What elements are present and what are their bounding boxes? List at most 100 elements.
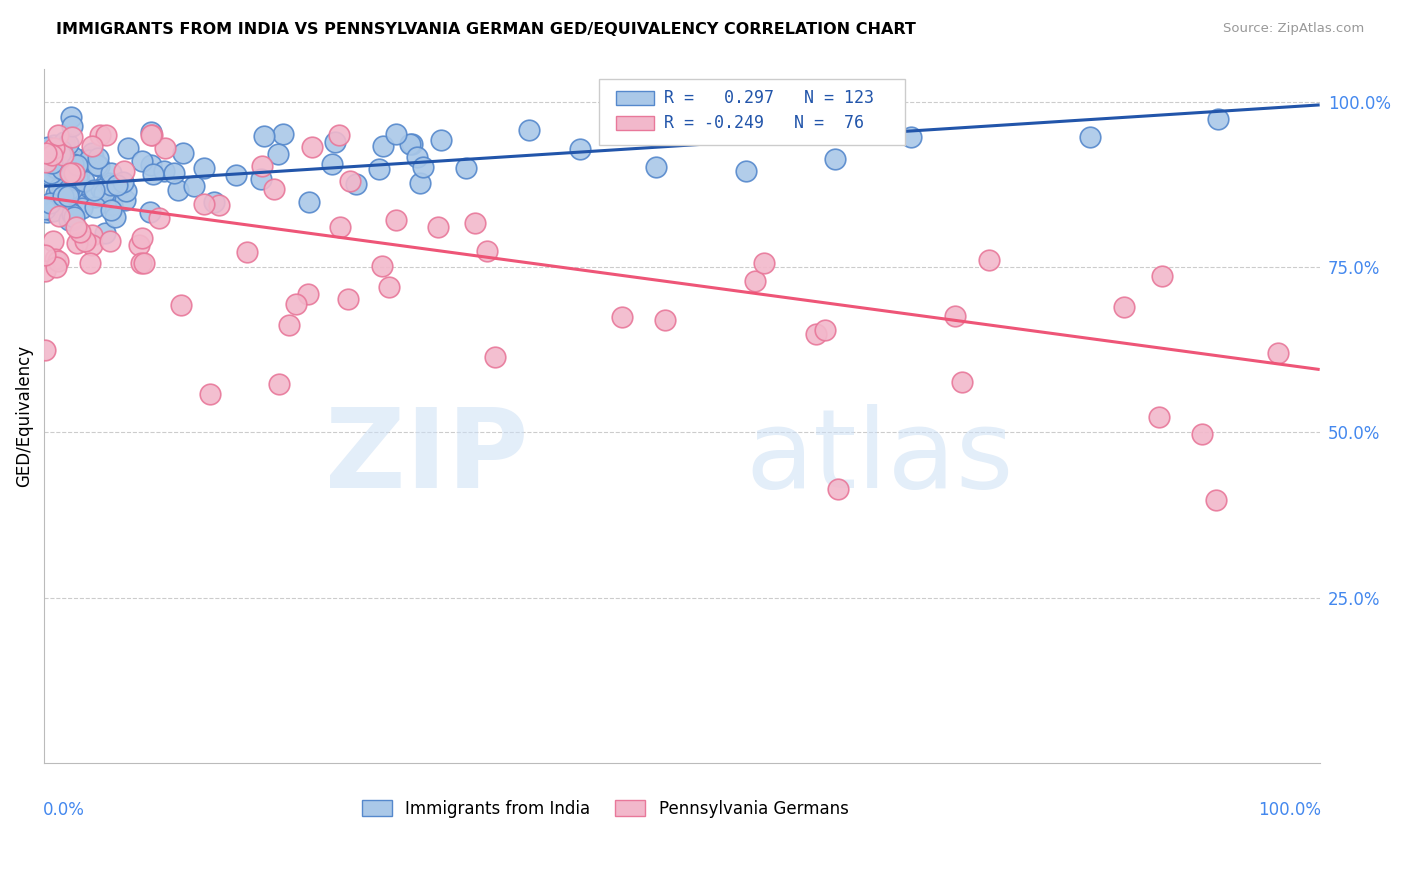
Y-axis label: GED/Equivalency: GED/Equivalency	[15, 345, 32, 487]
Point	[328, 128, 350, 142]
Point	[385, 212, 408, 227]
Point	[378, 280, 401, 294]
Point	[60, 120, 83, 134]
Point	[60, 212, 83, 227]
Point	[610, 310, 633, 325]
Point	[139, 204, 162, 219]
Point	[53, 194, 76, 209]
Point	[94, 128, 117, 142]
Point	[49, 161, 72, 175]
Point	[34, 264, 56, 278]
Point	[131, 230, 153, 244]
Point	[56, 189, 79, 203]
Point	[475, 244, 498, 258]
Point	[183, 179, 205, 194]
Point	[44, 252, 66, 267]
Point	[339, 174, 361, 188]
Point	[46, 172, 69, 186]
Point	[153, 141, 176, 155]
Point	[114, 193, 136, 207]
Point	[208, 197, 231, 211]
Point	[484, 351, 506, 365]
Point	[37, 205, 59, 219]
Point	[51, 162, 73, 177]
Point	[41, 156, 63, 170]
Point	[66, 236, 89, 251]
Point	[67, 166, 90, 180]
Point	[100, 166, 122, 180]
Point	[60, 182, 83, 196]
Point	[236, 245, 259, 260]
Point	[82, 151, 104, 165]
Point	[83, 183, 105, 197]
Point	[344, 177, 367, 191]
Point	[734, 164, 756, 178]
Text: 100.0%: 100.0%	[1258, 801, 1322, 820]
Point	[39, 168, 62, 182]
Point	[94, 177, 117, 191]
Point	[48, 156, 70, 170]
Point	[979, 253, 1001, 268]
Point	[37, 165, 59, 179]
Point	[141, 125, 163, 139]
Point	[53, 166, 76, 180]
Point	[1206, 112, 1229, 127]
Point	[84, 200, 107, 214]
Point	[401, 137, 423, 152]
Point	[1078, 129, 1101, 144]
Point	[141, 158, 163, 172]
Point	[52, 188, 75, 202]
Point	[34, 248, 56, 262]
Point	[42, 203, 65, 218]
Point	[752, 256, 775, 270]
Point	[131, 154, 153, 169]
Point	[645, 160, 668, 174]
Point	[654, 313, 676, 327]
Point	[63, 161, 86, 176]
Point	[900, 129, 922, 144]
Point	[34, 202, 56, 216]
Point	[66, 158, 89, 172]
Point	[93, 226, 115, 240]
Point	[568, 142, 591, 156]
Point	[172, 145, 194, 160]
Point	[277, 318, 299, 332]
Point	[77, 153, 100, 168]
Point	[52, 148, 75, 162]
Point	[148, 211, 170, 225]
Point	[370, 259, 392, 273]
Point	[267, 376, 290, 391]
Point	[62, 157, 84, 171]
Point	[45, 186, 67, 201]
Point	[37, 158, 59, 172]
Point	[1191, 427, 1213, 442]
Point	[804, 327, 827, 342]
Point	[1114, 301, 1136, 315]
Text: IMMIGRANTS FROM INDIA VS PENNSYLVANIA GERMAN GED/EQUIVALENCY CORRELATION CHART: IMMIGRANTS FROM INDIA VS PENNSYLVANIA GE…	[56, 22, 917, 37]
Point	[34, 343, 56, 358]
Point	[1147, 409, 1170, 424]
Point	[162, 166, 184, 180]
Point	[48, 181, 70, 195]
Point	[44, 162, 66, 177]
Text: atlas: atlas	[745, 404, 1014, 511]
Point	[301, 140, 323, 154]
Point	[80, 237, 103, 252]
Point	[193, 161, 215, 175]
Point	[225, 168, 247, 182]
Point	[44, 138, 66, 153]
Point	[35, 152, 58, 166]
Point	[263, 182, 285, 196]
Point	[321, 157, 343, 171]
Point	[80, 145, 103, 160]
Point	[73, 174, 96, 188]
Point	[139, 128, 162, 142]
Point	[128, 238, 150, 252]
Point	[112, 164, 135, 178]
Point	[456, 161, 478, 175]
Point	[53, 194, 76, 208]
Point	[824, 152, 846, 166]
Point	[45, 260, 67, 274]
Point	[66, 197, 89, 211]
Point	[100, 198, 122, 212]
